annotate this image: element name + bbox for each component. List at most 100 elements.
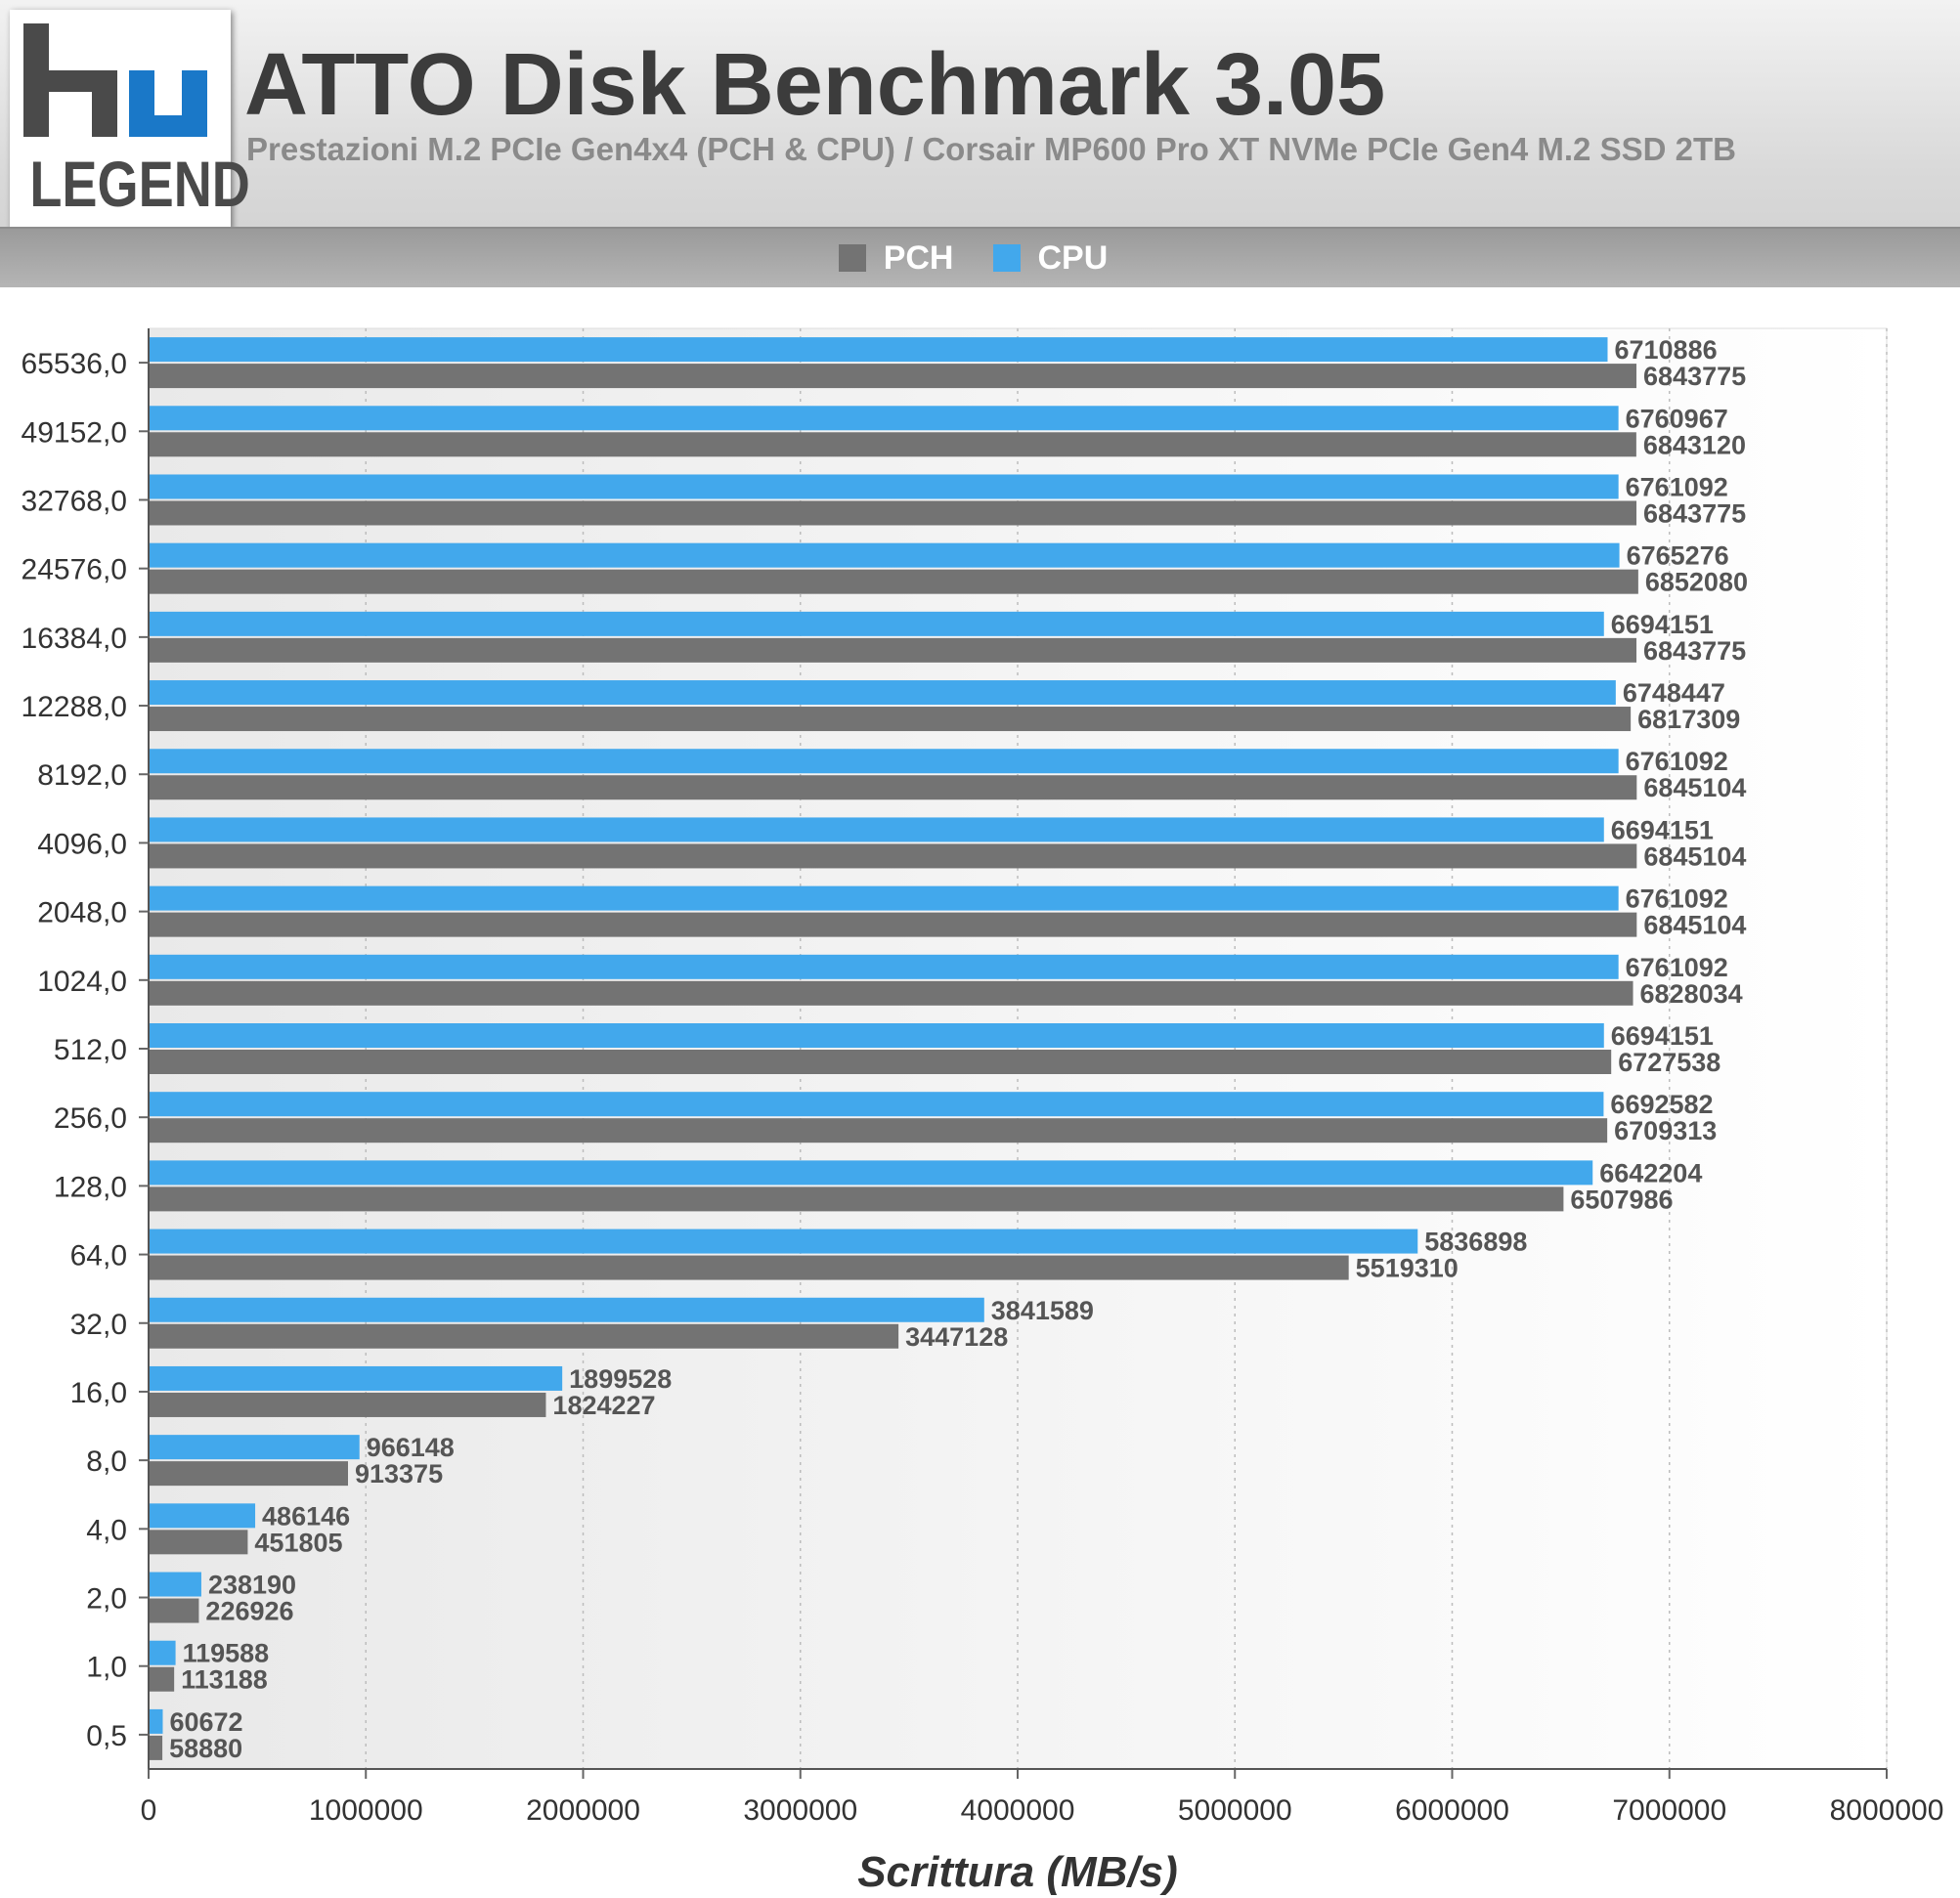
legend-swatch-pch: [838, 244, 866, 272]
data-label-pch: 113188: [181, 1665, 268, 1695]
x-tick-label: 3000000: [743, 1794, 857, 1827]
bar-pch: [150, 1255, 1349, 1280]
legend-label-pch: PCH: [883, 238, 954, 277]
bar-cpu: [150, 337, 1608, 363]
bar-cpu: [150, 1640, 176, 1665]
data-label-cpu: 6761092: [1626, 747, 1728, 776]
x-tick-label: 8000000: [1830, 1794, 1944, 1827]
data-label-cpu: 6761092: [1626, 884, 1728, 914]
bar-cpu: [150, 542, 1620, 568]
data-label-cpu: 6748447: [1623, 678, 1725, 708]
data-label-pch: 6843775: [1643, 498, 1746, 528]
y-tick-label: 32768,0: [22, 485, 127, 517]
legend-bar: PCH CPU: [0, 227, 1960, 287]
y-tick-label: 256,0: [54, 1102, 127, 1135]
bar-pch: [150, 500, 1637, 526]
y-tick-label: 16384,0: [22, 623, 127, 655]
legend-label-cpu: CPU: [1037, 238, 1109, 277]
data-label-pch: 6709313: [1614, 1116, 1717, 1145]
data-label-pch: 451805: [254, 1528, 342, 1557]
y-tick-label: 512,0: [54, 1034, 127, 1066]
x-tick-label: 5000000: [1178, 1794, 1292, 1827]
y-tick-label: 65536,0: [22, 348, 127, 380]
legend-item-pch: PCH: [838, 238, 954, 278]
bar-cpu: [150, 885, 1619, 911]
data-label-cpu: 6692582: [1610, 1090, 1713, 1119]
bar-pch: [150, 775, 1637, 800]
data-label-cpu: 6761092: [1626, 472, 1728, 501]
data-label-pch: 5519310: [1356, 1254, 1459, 1283]
data-label-cpu: 6710886: [1614, 335, 1717, 365]
chart-subtitle: Prestazioni M.2 PCIe Gen4x4 (PCH & CPU) …: [246, 131, 1736, 167]
data-label-cpu: 6642204: [1599, 1158, 1702, 1187]
y-tick-label: 4096,0: [37, 828, 127, 860]
data-label-pch: 6843120: [1643, 430, 1746, 459]
data-label-pch: 6852080: [1645, 568, 1748, 597]
y-tick-label: 32,0: [70, 1309, 127, 1341]
x-tick-label: 6000000: [1395, 1794, 1509, 1827]
hw-logo-icon: [23, 23, 207, 137]
bar-pch: [150, 707, 1632, 732]
bar-cpu: [150, 1435, 360, 1460]
data-label-pch: 226926: [205, 1597, 293, 1626]
x-tick-label: 2000000: [526, 1794, 640, 1827]
data-label-pch: 1824227: [552, 1391, 655, 1420]
logo-text: LEGEND: [29, 148, 250, 220]
y-tick-label: 2048,0: [37, 897, 127, 929]
data-label-pch: 6843775: [1643, 362, 1746, 391]
bar-cpu: [150, 1023, 1604, 1048]
bar-pch: [150, 569, 1638, 594]
bar-cpu: [150, 474, 1619, 499]
bar-pch: [150, 1323, 899, 1349]
bar-pch: [150, 1118, 1608, 1143]
data-label-cpu: 119588: [183, 1639, 270, 1668]
data-label-pch: 6845104: [1643, 911, 1746, 940]
data-label-cpu: 6694151: [1611, 815, 1714, 844]
y-tick-label: 1,0: [86, 1652, 127, 1684]
data-label-pch: 6507986: [1570, 1185, 1673, 1214]
bar-cpu: [150, 1229, 1418, 1254]
legend-item-cpu: CPU: [992, 238, 1109, 278]
bar-pch: [150, 1461, 348, 1487]
legend: PCH CPU: [0, 229, 1960, 287]
bar-cpu: [150, 680, 1616, 706]
data-label-pch: 6845104: [1643, 773, 1746, 802]
bar-cpu: [150, 1297, 984, 1322]
bar-pch: [150, 1392, 546, 1417]
x-tick-label: 7000000: [1612, 1794, 1726, 1827]
data-label-pch: 6843775: [1643, 636, 1746, 666]
y-tick-label: 8192,0: [37, 759, 127, 792]
data-label-cpu: 6694151: [1611, 610, 1714, 639]
bar-pch: [150, 364, 1637, 389]
data-label-cpu: 486146: [262, 1501, 350, 1531]
data-label-pch: 913375: [355, 1459, 443, 1488]
data-label-pch: 6828034: [1640, 979, 1743, 1009]
x-tick-label: 0: [141, 1794, 157, 1827]
data-label-cpu: 3841589: [991, 1296, 1094, 1325]
x-axis-title: Scrittura (MB/s): [857, 1848, 1178, 1896]
data-label-cpu: 6694151: [1611, 1021, 1714, 1051]
bar-cpu: [150, 817, 1604, 842]
data-label-cpu: 5836898: [1424, 1228, 1527, 1257]
y-tick-label: 16,0: [70, 1377, 127, 1409]
data-label-cpu: 60672: [169, 1707, 242, 1737]
bar-pch: [150, 637, 1637, 663]
data-label-pch: 6817309: [1637, 705, 1740, 734]
bar-cpu: [150, 954, 1619, 979]
data-label-cpu: 238190: [208, 1571, 296, 1600]
y-tick-label: 0,5: [86, 1720, 127, 1752]
y-tick-label: 128,0: [54, 1171, 127, 1203]
x-tick-label: 4000000: [961, 1794, 1075, 1827]
y-tick-label: 12288,0: [22, 691, 127, 723]
bar-chart: 0 1000000 2000000 3000000 4000000 5000000 6000…: [22, 327, 1944, 1896]
bar-pch: [150, 432, 1636, 457]
bar-cpu: [150, 611, 1604, 636]
hwlegend-logo: LEGEND: [10, 10, 250, 229]
bar-cpu: [150, 1503, 256, 1529]
data-label-pch: 3447128: [905, 1322, 1008, 1352]
data-label-cpu: 6760967: [1626, 404, 1728, 433]
data-label-cpu: 1899528: [569, 1364, 672, 1394]
bar-cpu: [150, 1160, 1593, 1186]
bar-cpu: [150, 749, 1619, 774]
y-tick-label: 24576,0: [22, 554, 127, 586]
